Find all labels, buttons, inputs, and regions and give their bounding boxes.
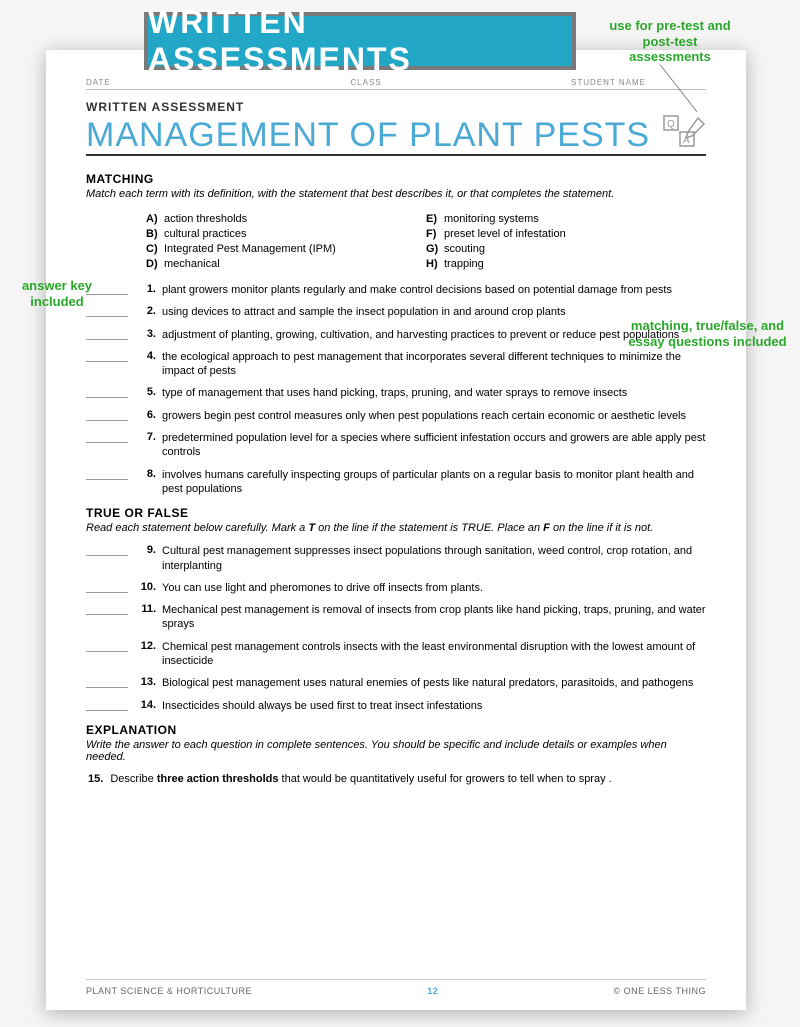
- answer-blank[interactable]: [86, 699, 128, 711]
- question-number: 6.: [136, 409, 156, 421]
- essay-head: EXPLANATION: [86, 723, 706, 737]
- question-text: Cultural pest management suppresses inse…: [162, 544, 706, 573]
- field-class: CLASS: [273, 78, 460, 87]
- answer-blank[interactable]: [86, 676, 128, 688]
- question-row: 5. type of management that uses hand pick…: [86, 386, 706, 400]
- term-b: B)cultural practices: [146, 228, 426, 240]
- question-number: 5.: [136, 386, 156, 398]
- footer-right: © ONE LESS THING: [613, 986, 706, 996]
- header-fields: DATE CLASS STUDENT NAME: [86, 78, 706, 90]
- question-row: 3.adjustment of planting, growing, culti…: [86, 328, 706, 342]
- title-row: MANAGEMENT OF PLANT PESTS Q A: [86, 114, 706, 156]
- footer-page: 12: [427, 986, 438, 996]
- question-number: 2.: [136, 305, 156, 317]
- answer-blank[interactable]: [86, 581, 128, 593]
- term-d: D)mechanical: [146, 258, 426, 270]
- field-date: DATE: [86, 78, 273, 87]
- question-row: 14. Insecticides should always be used fi…: [86, 699, 706, 713]
- question-text: the ecological approach to pest manageme…: [162, 350, 706, 379]
- question-number: 7.: [136, 431, 156, 443]
- callout-right: matching, true/false, and essay question…: [625, 318, 790, 349]
- matching-instr: Match each term with its definition, wit…: [86, 188, 706, 200]
- question-row: 4. the ecological approach to pest manage…: [86, 350, 706, 379]
- question-row: 8. involves humans carefully inspecting g…: [86, 468, 706, 497]
- question-row: 13. Biological pest management uses natur…: [86, 676, 706, 690]
- question-number: 4.: [136, 350, 156, 362]
- question-text: growers begin pest control measures only…: [162, 409, 706, 423]
- term-c: C)Integrated Pest Management (IPM): [146, 243, 426, 255]
- answer-blank[interactable]: [86, 409, 128, 421]
- question-text: You can use light and pheromones to driv…: [162, 581, 706, 595]
- essay-question: 15. Describe three action thresholds tha…: [88, 773, 706, 785]
- matching-head: MATCHING: [86, 172, 706, 186]
- field-student: STUDENT NAME: [459, 78, 706, 87]
- svg-text:Q: Q: [667, 119, 675, 130]
- question-row: 2.using devices to attract and sample th…: [86, 305, 706, 319]
- answer-blank[interactable]: [86, 544, 128, 556]
- term-h: H)trapping: [426, 258, 706, 270]
- question-row: 9. Cultural pest management suppresses in…: [86, 544, 706, 573]
- question-number: 9.: [136, 544, 156, 556]
- question-row: 7. predetermined population level for a s…: [86, 431, 706, 460]
- question-number: 10.: [136, 581, 156, 593]
- question-text: Chemical pest management controls insect…: [162, 640, 706, 669]
- essay-instr: Write the answer to each question in com…: [86, 739, 706, 763]
- answer-blank[interactable]: [86, 468, 128, 480]
- question-row: 1. plant growers monitor plants regularly…: [86, 283, 706, 297]
- question-number: 11.: [136, 603, 156, 615]
- question-row: 6. growers begin pest control measures on…: [86, 409, 706, 423]
- tf-questions: 9. Cultural pest management suppresses in…: [86, 544, 706, 713]
- question-row: 11. Mechanical pest management is removal…: [86, 603, 706, 632]
- question-number: 8.: [136, 468, 156, 480]
- terms-col-left: A)action thresholds B)cultural practices…: [146, 210, 426, 273]
- question-text: Insecticides should always be used first…: [162, 699, 706, 713]
- tf-instr: Read each statement below carefully. Mar…: [86, 522, 706, 534]
- terms-col-right: E)monitoring systems F)preset level of i…: [426, 210, 706, 273]
- question-text: type of management that uses hand pickin…: [162, 386, 706, 400]
- term-a: A)action thresholds: [146, 213, 426, 225]
- question-number: 14.: [136, 699, 156, 711]
- footer-left: PLANT SCIENCE & HORTICULTURE: [86, 986, 252, 996]
- term-f: F)preset level of infestation: [426, 228, 706, 240]
- qa-pencil-icon: Q A: [658, 114, 706, 152]
- question-row: 12. Chemical pest management controls ins…: [86, 640, 706, 669]
- question-text: Biological pest management uses natural …: [162, 676, 706, 690]
- answer-blank[interactable]: [86, 386, 128, 398]
- pretitle: WRITTEN ASSESSMENT: [86, 100, 706, 114]
- matching-questions: 1. plant growers monitor plants regularly…: [86, 283, 706, 496]
- answer-blank[interactable]: [86, 640, 128, 652]
- question-number: 12.: [136, 640, 156, 652]
- question-text: Mechanical pest management is removal of…: [162, 603, 706, 632]
- question-number: 13.: [136, 676, 156, 688]
- term-g: G)scouting: [426, 243, 706, 255]
- answer-blank[interactable]: [86, 603, 128, 615]
- worksheet-page: DATE CLASS STUDENT NAME WRITTEN ASSESSME…: [46, 50, 746, 1010]
- banner-title: WRITTEN ASSESSMENTS: [148, 4, 572, 78]
- answer-blank[interactable]: [86, 350, 128, 362]
- answer-blank[interactable]: [86, 431, 128, 443]
- question-text: predetermined population level for a spe…: [162, 431, 706, 460]
- question-number: 1.: [136, 283, 156, 295]
- question-row: 10. You can use light and pheromones to d…: [86, 581, 706, 595]
- term-e: E)monitoring systems: [426, 213, 706, 225]
- question-number: 3.: [136, 328, 156, 340]
- page-footer: PLANT SCIENCE & HORTICULTURE 12 © ONE LE…: [86, 979, 706, 996]
- answer-blank[interactable]: [86, 328, 128, 340]
- banner: WRITTEN ASSESSMENTS: [144, 12, 576, 70]
- tf-head: TRUE OR FALSE: [86, 506, 706, 520]
- question-text: involves humans carefully inspecting gro…: [162, 468, 706, 497]
- page-title: MANAGEMENT OF PLANT PESTS: [86, 118, 658, 152]
- question-text: plant growers monitor plants regularly a…: [162, 283, 706, 297]
- callout-top-right: use for pre-test and post-test assessmen…: [600, 18, 740, 65]
- matching-terms: A)action thresholds B)cultural practices…: [146, 210, 706, 273]
- callout-left: answer key included: [12, 278, 102, 309]
